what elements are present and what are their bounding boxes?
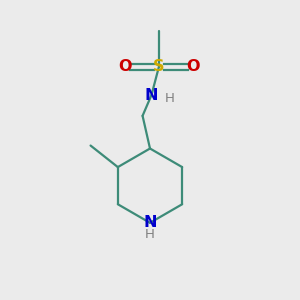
Text: H: H	[145, 228, 155, 241]
Text: O: O	[118, 59, 131, 74]
Text: S: S	[153, 59, 165, 74]
Text: N: N	[145, 88, 158, 103]
Text: H: H	[164, 92, 174, 105]
Text: N: N	[143, 215, 157, 230]
Text: O: O	[186, 59, 200, 74]
